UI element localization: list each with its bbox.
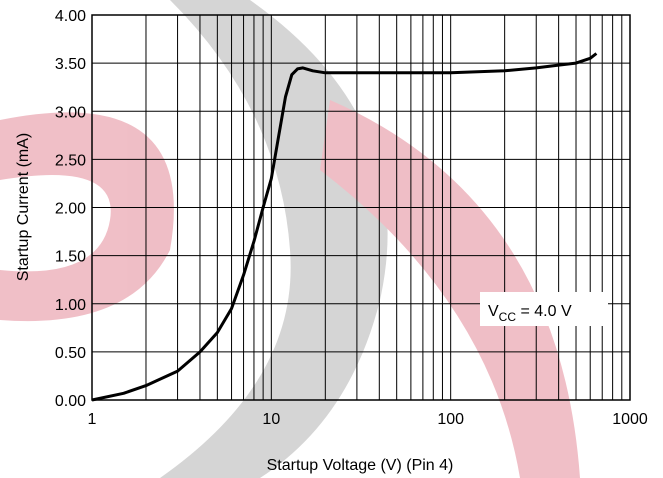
data-line bbox=[91, 52, 598, 402]
annotation-part: = 4.0 V bbox=[516, 303, 572, 320]
watermark bbox=[0, 0, 580, 478]
x-tick-label: 1000 bbox=[612, 411, 648, 428]
annotation: VCC = 4.0 V bbox=[488, 303, 572, 324]
plot: 0.00 0.50 1.00 1.50 2.00 2.50 3.00 3.50 4.00 1 10 1… bbox=[55, 8, 648, 428]
x-tick-label: 100 bbox=[437, 411, 464, 428]
y-tick-label: 1.50 bbox=[55, 249, 86, 266]
y-tick-label: 2.50 bbox=[55, 152, 86, 169]
y-tick-label: 3.50 bbox=[55, 56, 86, 73]
y-tick-label: 3.00 bbox=[55, 104, 86, 121]
annotation-part: CC bbox=[499, 310, 517, 324]
y-axis-label: Startup Current (mA) bbox=[15, 133, 32, 281]
y-tick-label: 0.50 bbox=[55, 345, 86, 362]
y-tick-label: 4.00 bbox=[55, 8, 86, 25]
y-tick-label: 1.00 bbox=[55, 297, 86, 314]
annotation-part: V bbox=[488, 303, 499, 320]
x-tick-label: 1 bbox=[88, 411, 97, 428]
y-tick-label: 0.00 bbox=[55, 393, 86, 410]
annotation-box bbox=[480, 292, 608, 326]
x-tick-label: 10 bbox=[262, 411, 280, 428]
x-axis-label: Startup Voltage (V) (Pin 4) bbox=[267, 457, 454, 474]
y-tick-label: 2.00 bbox=[55, 201, 86, 218]
